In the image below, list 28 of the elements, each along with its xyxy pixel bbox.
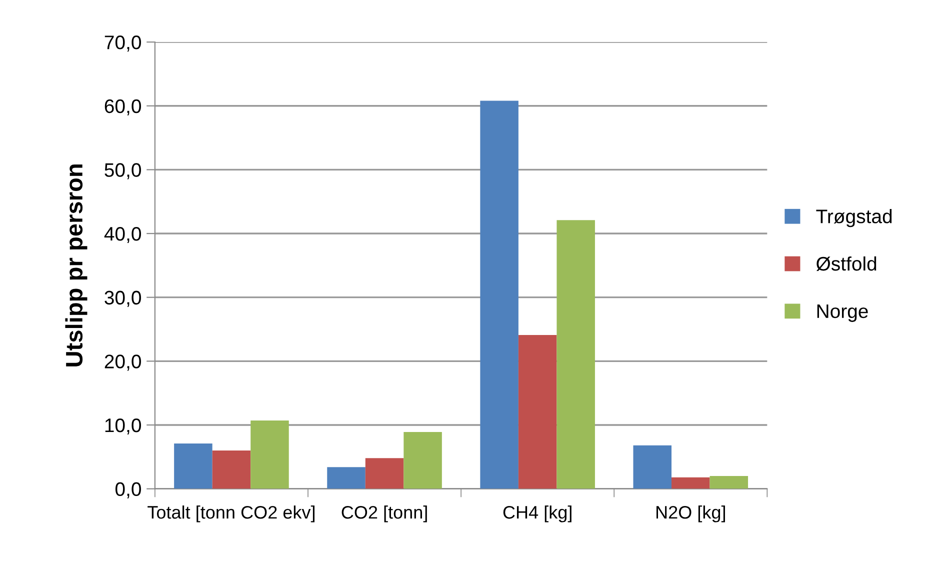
y-tick-label: 20,0: [104, 354, 141, 371]
y-tick-label: 60,0: [104, 99, 141, 116]
bar: [480, 100, 518, 489]
bar: [404, 432, 442, 489]
y-tick-label: 50,0: [104, 163, 141, 180]
legend-label: Norge: [817, 304, 868, 322]
bar: [633, 445, 672, 489]
legend-label: Østfold: [816, 256, 876, 272]
bar: [327, 467, 366, 489]
y-tick-label: 0,0: [115, 482, 141, 498]
y-tick-label: 30,0: [104, 290, 141, 307]
bar: [710, 476, 748, 489]
bar: [174, 443, 212, 489]
x-tick-label: N2O [kg]: [656, 505, 725, 522]
y-tick-label: 10,0: [105, 418, 141, 435]
y-axis-title: Utslipp pr persron: [65, 164, 88, 366]
bar: [556, 220, 595, 489]
y-tick-label: 40,0: [104, 226, 141, 244]
bar: [672, 477, 710, 489]
bar: [365, 458, 404, 489]
bar: [518, 334, 557, 489]
y-tick-label: 70,0: [104, 36, 141, 52]
legend-label: Trøgstad: [816, 209, 892, 228]
x-tick-label: CO2 [tonn]: [342, 505, 427, 522]
x-tick-label: Totalt [tonn CO2 ekv]: [148, 505, 314, 522]
bar: [212, 450, 251, 489]
bar: [250, 420, 289, 489]
x-tick-label: CH4 [kg]: [503, 505, 572, 522]
